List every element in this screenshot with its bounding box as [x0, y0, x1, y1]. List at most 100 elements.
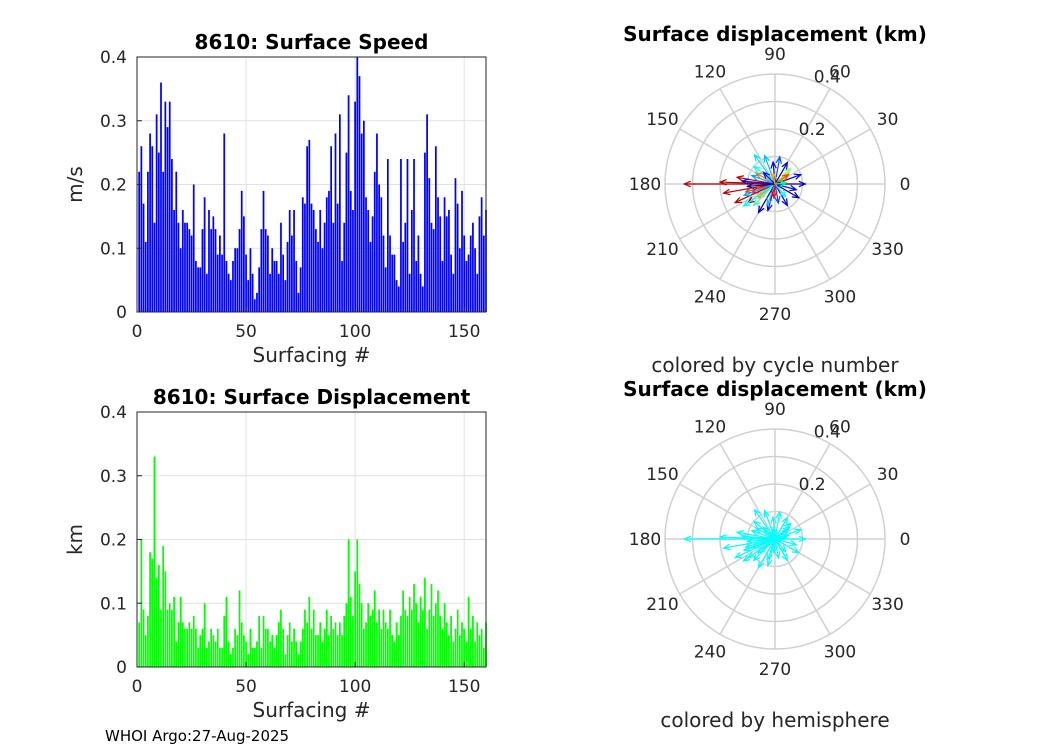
disp-xlabel: Surfacing #	[253, 698, 371, 722]
speed-bar	[395, 280, 398, 312]
polar-cycle-vector-head	[733, 196, 743, 204]
polar-cycle-vector	[753, 183, 776, 206]
speed-bar	[247, 280, 250, 312]
disp-bar	[323, 628, 326, 667]
speed-bar	[373, 171, 376, 312]
speed-bar	[195, 261, 197, 312]
polar-cycle-chart: 0 30 60 90 120 150 180 210 240 270 300 330 0.2 0.4 Sur…	[623, 22, 927, 377]
disp-bar	[288, 622, 291, 667]
speed-bar	[173, 210, 175, 312]
speed-bar	[476, 273, 479, 312]
disp-bar	[166, 609, 169, 667]
disp-bar	[212, 635, 215, 667]
disp-bar	[157, 565, 160, 667]
speed-ytick-label: 0.1	[100, 239, 127, 259]
speed-bar	[404, 222, 407, 312]
polar-hemi-vector-head	[783, 522, 792, 531]
polar-cycle-angle-label: 90	[764, 45, 786, 65]
speed-bar	[465, 261, 468, 312]
disp-bar	[454, 628, 457, 667]
speed-bar	[424, 152, 426, 312]
polar-cycle-vector-head	[770, 160, 777, 169]
disp-bar	[184, 628, 186, 667]
polar-hemi-vector-head	[733, 551, 743, 559]
speed-bar	[288, 210, 291, 312]
polar-cycle-vector-head	[754, 172, 763, 179]
disp-bar	[190, 628, 193, 667]
polar-cycle-vector-head	[781, 173, 790, 181]
speed-bar	[448, 210, 450, 312]
speed-bar	[314, 229, 317, 312]
polar-cycle-vector-head	[757, 205, 765, 214]
polar-hemi-vector	[774, 538, 797, 546]
polar-cycle-angle-label: 270	[759, 305, 791, 325]
speed-bar	[472, 222, 474, 312]
disp-bar	[297, 654, 300, 667]
polar-cycle-vector-head	[752, 165, 761, 173]
speed-bar	[299, 267, 302, 312]
speed-bar	[445, 216, 448, 312]
surface-speed-chart: 0 0.1 0.2 0.3 0.4 0 50 100 150 8610: Surface Spee…	[63, 30, 487, 367]
polar-cycle-vector	[774, 183, 787, 198]
polar-cycle-vector-head	[770, 171, 778, 181]
speed-bar	[402, 241, 404, 312]
disp-bar	[175, 641, 178, 667]
speed-bar	[301, 197, 304, 312]
speed-bar	[358, 76, 361, 312]
speed-bar	[325, 197, 328, 312]
disp-bar	[301, 628, 304, 667]
speed-bar	[336, 203, 339, 312]
polar-hemi-vector-head	[682, 535, 691, 543]
polar-hemi-vector	[764, 510, 776, 540]
disp-bar	[367, 603, 370, 667]
disp-bar	[397, 635, 400, 667]
speed-bar	[177, 222, 180, 312]
speed-bar	[214, 229, 217, 312]
speed-title: 8610: Surface Speed	[195, 30, 429, 54]
speed-bar	[369, 241, 372, 312]
speed-bar	[205, 273, 208, 312]
polar-cycle-angle-label: 30	[877, 110, 899, 130]
speed-bar	[149, 133, 151, 312]
speed-bar	[400, 159, 402, 312]
disp-bar	[256, 641, 258, 667]
disp-bar	[328, 635, 330, 667]
speed-bar	[190, 235, 193, 312]
speed-bar	[308, 139, 311, 312]
disp-bar	[188, 622, 191, 667]
disp-bar	[306, 622, 309, 667]
disp-bar	[482, 647, 485, 667]
speed-bar	[365, 197, 367, 312]
disp-bar	[321, 641, 324, 667]
polar-cycle-vector	[734, 183, 776, 204]
disp-bar	[330, 616, 333, 667]
disp-bar	[173, 596, 175, 667]
polar-cycle-vector-head	[779, 180, 788, 187]
speed-bar	[347, 95, 350, 312]
speed-bar	[221, 254, 223, 312]
polar-cycle-vector	[772, 173, 776, 185]
speed-bar	[240, 190, 243, 312]
disp-bar	[199, 635, 202, 667]
speed-bar	[269, 273, 271, 312]
polar-hemi-vector	[734, 538, 776, 559]
speed-bar	[227, 273, 230, 312]
polar-cycle-vector-head	[722, 188, 731, 196]
polar-hemi-vector-head	[770, 515, 777, 524]
polar-cycle-vector-head	[753, 153, 761, 162]
speed-bar	[467, 254, 470, 312]
speed-bar	[338, 114, 341, 312]
polar-cycle-vector	[747, 183, 776, 187]
polar-cycle-angle-label: 120	[694, 62, 726, 82]
speed-bar	[140, 146, 143, 312]
polar-hemi-angle-label: 330	[871, 595, 903, 615]
speed-bar	[197, 267, 199, 312]
polar-hemi-angle-label: 30	[877, 465, 899, 485]
disp-bar	[262, 616, 265, 667]
polar-cycle-angle-label: 300	[824, 288, 856, 308]
speed-bar	[225, 261, 228, 312]
disp-bar	[234, 628, 237, 667]
disp-bar	[472, 616, 474, 667]
disp-bar	[267, 628, 269, 667]
polar-cycle-vector	[774, 174, 802, 185]
